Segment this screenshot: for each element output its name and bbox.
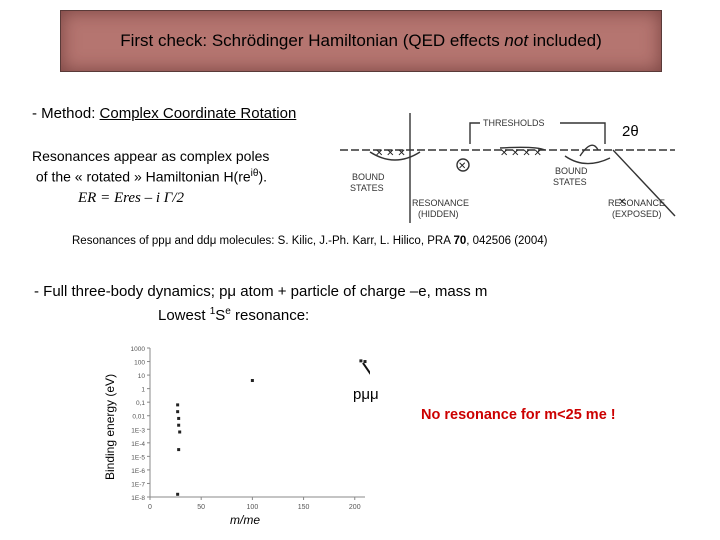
data-point (176, 492, 180, 496)
energy-formula: ER = Eres – i Γ/2 (78, 190, 185, 206)
y-tick-label: 1E-5 (131, 454, 145, 461)
y-tick-label: 1E-3 (131, 427, 145, 434)
svg-text:✕ ✕ ✕ ✕: ✕ ✕ ✕ ✕ (500, 148, 542, 159)
x-tick-label: 100 (247, 504, 259, 511)
y-tick-label: 10 (138, 373, 146, 380)
y-tick-label: 1000 (131, 346, 146, 353)
binding-energy-chart: 10001001010,10,011E-31E-41E-51E-61E-71E-… (131, 346, 370, 511)
x-tick-label: 200 (349, 504, 361, 511)
angle-label: 2θ (622, 123, 639, 140)
data-point (359, 359, 363, 363)
y-tick-label: 0,01 (132, 414, 145, 421)
complex-rotation-diagram: ✕ ✕ ✕ ✕ ✕ ✕ ✕ ✕ ✕ THRESHOLDS BOUND STATE… (340, 113, 676, 223)
thresholds-label: THRESHOLDS (483, 118, 545, 128)
y-tick-label: 1 (141, 387, 145, 394)
data-point (176, 410, 180, 414)
svg-text:✕: ✕ (458, 161, 466, 172)
data-point (178, 430, 182, 434)
svg-text:✕: ✕ (618, 197, 626, 208)
data-point (176, 403, 180, 407)
y-tick-label: 0,1 (136, 400, 145, 407)
page-title: First check: Schrödinger Hamiltonian (QE… (120, 31, 602, 50)
svg-text:BOUND: BOUND (352, 172, 385, 182)
data-point (177, 423, 181, 427)
y-tick-label: 1E-7 (131, 481, 145, 488)
svg-text:STATES: STATES (553, 177, 587, 187)
method-line: - Method: Complex Coordinate Rotation (32, 105, 297, 122)
data-point (177, 448, 181, 452)
svg-text:STATES: STATES (350, 183, 384, 193)
reference-citation: Resonances of ppμ and ddμ molecules: S. … (72, 235, 548, 247)
pmumu-label: pμμ (353, 386, 379, 403)
svg-text:BOUND: BOUND (555, 166, 588, 176)
full-dynamics-line: - Full three-body dynamics; pμ atom + pa… (34, 283, 488, 300)
svg-text:✕ ✕ ✕: ✕ ✕ ✕ (375, 148, 406, 159)
y-tick-label: 1E-8 (131, 495, 145, 502)
svg-text:(HIDDEN): (HIDDEN) (418, 209, 459, 219)
lowest-resonance-line: Lowest 1Se resonance: (158, 306, 310, 324)
data-point (250, 379, 254, 383)
x-tick-label: 150 (298, 504, 310, 511)
x-tick-label: 0 (148, 504, 152, 511)
svg-text:(EXPOSED): (EXPOSED) (612, 209, 662, 219)
svg-text:RESONANCE: RESONANCE (608, 198, 665, 208)
resonance-text: Resonances appear as complex poles of th… (32, 148, 270, 185)
annotation-arrow (362, 362, 370, 375)
data-point (177, 416, 181, 420)
svg-text:RESONANCE: RESONANCE (412, 198, 469, 208)
x-tick-label: 50 (197, 504, 205, 511)
title-banner: First check: Schrödinger Hamiltonian (QE… (60, 10, 662, 72)
method-name: Complex Coordinate Rotation (99, 105, 297, 122)
x-axis-label: m/me (230, 513, 260, 527)
no-resonance-note: No resonance for m<25 me ! (421, 407, 616, 423)
y-tick-label: 1E-4 (131, 441, 145, 448)
data-point (363, 360, 367, 364)
y-tick-label: 1E-6 (131, 468, 145, 475)
y-tick-label: 100 (134, 360, 145, 367)
